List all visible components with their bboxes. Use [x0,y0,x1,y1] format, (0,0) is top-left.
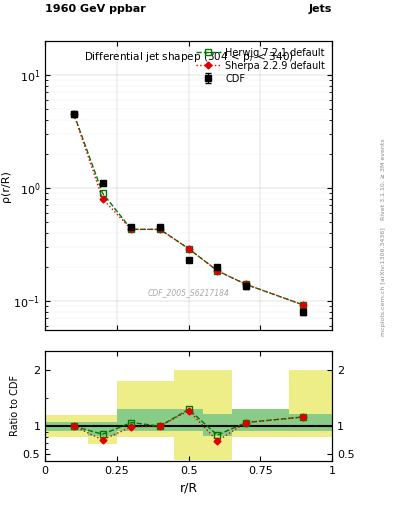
Bar [289,414,332,431]
Text: 1960 GeV ppbar: 1960 GeV ppbar [45,4,146,14]
Y-axis label: ρ(r/R): ρ(r/R) [0,169,11,202]
Bar [45,415,88,437]
Text: CDF_2005_S6217184: CDF_2005_S6217184 [148,288,230,297]
Herwig 7.2.1 default [129,226,134,232]
Sherpa 2.2.9 default [100,196,105,202]
Sherpa 2.2.9 default [244,281,248,287]
Bar [117,381,174,437]
Herwig 7.2.1 default [72,111,76,117]
Sherpa 2.2.9 default [129,226,134,232]
Bar [289,370,332,437]
Sherpa 2.2.9 default [158,226,162,232]
Herwig 7.2.1 default [158,226,162,232]
Line: Herwig 7.2.1 default: Herwig 7.2.1 default [71,111,307,308]
Herwig 7.2.1 default [244,281,248,287]
Sherpa 2.2.9 default [186,246,191,252]
Bar [174,410,203,431]
Text: Differential jet shapep (304 < p$_T$ < 340): Differential jet shapep (304 < p$_T$ < 3… [84,50,294,63]
Bar [174,370,203,460]
Text: Rivet 3.1.10, ≥ 3M events: Rivet 3.1.10, ≥ 3M events [381,138,386,220]
Bar [232,415,289,437]
Bar [88,422,117,436]
Bar [203,370,232,460]
Sherpa 2.2.9 default [215,268,220,274]
Bar [88,415,117,444]
Herwig 7.2.1 default [215,268,220,274]
Herwig 7.2.1 default [186,246,191,252]
X-axis label: r/R: r/R [180,481,198,494]
Text: mcplots.cern.ch [arXiv:1306.3436]: mcplots.cern.ch [arXiv:1306.3436] [381,227,386,336]
Y-axis label: Ratio to CDF: Ratio to CDF [10,375,20,436]
Text: Jets: Jets [309,4,332,14]
Sherpa 2.2.9 default [301,302,306,308]
Bar [117,410,174,431]
Herwig 7.2.1 default [100,190,105,196]
Line: Sherpa 2.2.9 default: Sherpa 2.2.9 default [72,112,306,307]
Bar [45,422,88,431]
Bar [203,414,232,436]
Bar [232,410,289,431]
Sherpa 2.2.9 default [72,111,76,117]
Herwig 7.2.1 default [301,302,306,308]
Legend: Herwig 7.2.1 default, Sherpa 2.2.9 default, CDF: Herwig 7.2.1 default, Sherpa 2.2.9 defau… [194,46,327,86]
